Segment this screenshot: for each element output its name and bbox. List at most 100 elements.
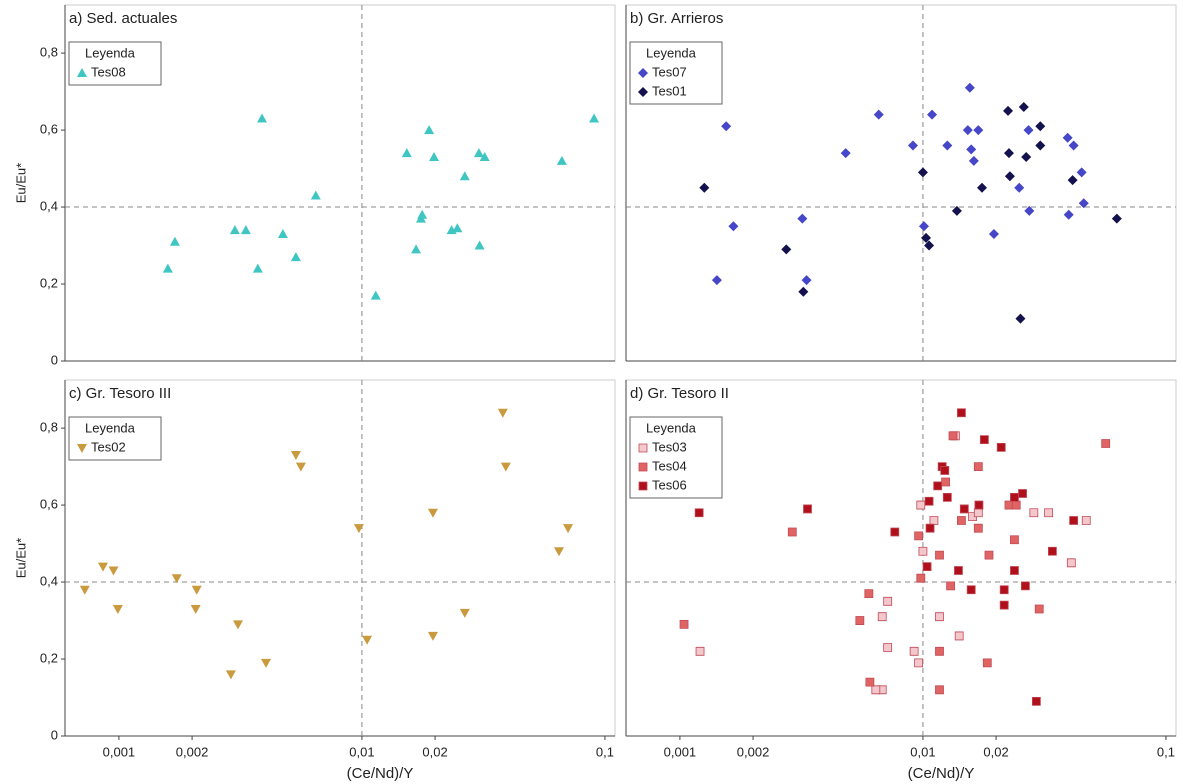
point	[695, 646, 705, 656]
point	[427, 631, 438, 641]
point	[914, 658, 924, 668]
legend-marker	[638, 443, 648, 453]
point	[429, 152, 440, 162]
point	[962, 125, 973, 136]
point	[918, 221, 929, 232]
point	[79, 585, 90, 595]
point	[1081, 516, 1091, 525]
legend-marker	[638, 481, 648, 491]
point	[982, 658, 992, 668]
point	[1066, 558, 1076, 568]
point	[1011, 500, 1021, 510]
y-tick-label: 0	[51, 727, 58, 742]
legend-marker	[638, 462, 648, 472]
point	[500, 462, 511, 472]
point	[427, 508, 438, 518]
point	[1101, 439, 1111, 448]
point	[801, 275, 812, 286]
point	[976, 182, 987, 193]
panel: 0 0,2 0,4 0,6 0,8 a) Sed. actuales Eu/Eu* Leyen…	[13, 4, 616, 367]
point	[918, 546, 928, 556]
point	[946, 581, 956, 591]
point	[973, 462, 983, 471]
point	[1076, 167, 1087, 178]
point	[1015, 313, 1026, 324]
y-tick-label: 0,2	[40, 650, 58, 665]
point	[97, 562, 108, 572]
point	[171, 574, 182, 584]
point	[1003, 148, 1014, 159]
point	[1035, 121, 1046, 132]
legend-marker	[77, 68, 87, 77]
y-axis-label: Eu/Eu*	[13, 538, 28, 578]
point	[957, 516, 966, 525]
point	[929, 516, 939, 525]
point	[474, 240, 485, 250]
point	[1010, 492, 1019, 502]
point	[1018, 101, 1029, 112]
point	[721, 121, 732, 132]
point	[933, 481, 943, 491]
point	[191, 585, 202, 595]
point	[803, 504, 812, 514]
point	[295, 462, 306, 472]
point	[112, 604, 123, 614]
y-tick-label: 0,4	[40, 573, 58, 588]
x-tick-label: 0,1	[1157, 744, 1175, 759]
point	[1003, 105, 1014, 116]
point	[922, 562, 932, 572]
y-tick-label: 0	[51, 352, 58, 367]
point	[1062, 132, 1073, 143]
point	[162, 263, 173, 273]
point	[240, 225, 251, 235]
point	[871, 685, 881, 695]
point	[459, 171, 470, 181]
point	[954, 631, 964, 641]
point	[1020, 581, 1030, 591]
point	[1047, 546, 1057, 556]
point	[1021, 152, 1032, 163]
x-tick-label: 0,01	[910, 744, 935, 759]
point	[941, 477, 951, 487]
point	[865, 677, 875, 687]
panel: b) Gr. Arrieros Leyenda Tes07 Tes01	[625, 4, 1177, 362]
point	[362, 635, 373, 645]
point	[999, 600, 1009, 610]
legend-title: Leyenda	[85, 420, 136, 435]
point	[907, 140, 918, 151]
point	[711, 275, 722, 286]
legend-marker	[638, 68, 648, 78]
point	[728, 221, 739, 232]
point	[877, 612, 887, 622]
point	[921, 232, 932, 243]
point	[940, 466, 950, 475]
point	[694, 508, 704, 518]
point	[988, 228, 999, 239]
point	[984, 550, 994, 560]
point	[424, 125, 435, 135]
point	[563, 524, 574, 534]
point	[479, 152, 490, 162]
x-axis-label: (Ce/Nd)/Y	[347, 765, 414, 782]
point	[935, 550, 944, 560]
point	[473, 148, 484, 158]
point	[787, 527, 797, 537]
legend-label: Tes08	[91, 64, 126, 79]
point	[935, 612, 944, 622]
point	[261, 658, 272, 668]
point	[914, 531, 924, 541]
x-tick-label: 0,02	[983, 744, 1008, 759]
point	[979, 435, 989, 445]
point	[966, 585, 976, 595]
point	[1111, 213, 1122, 224]
point	[890, 527, 900, 537]
point	[459, 608, 470, 618]
point	[1068, 140, 1079, 151]
point	[1067, 175, 1078, 186]
y-tick-label: 0,2	[40, 275, 58, 290]
point	[1023, 125, 1034, 136]
point	[942, 492, 952, 502]
point	[1004, 500, 1014, 510]
point	[909, 646, 919, 656]
